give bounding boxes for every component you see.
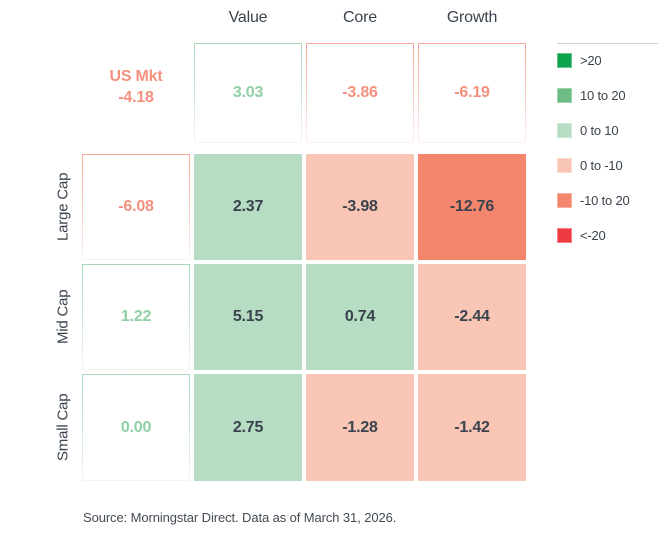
benchmark-cell-small-cap: 0.00 bbox=[82, 374, 190, 481]
column-header-value: Value bbox=[228, 9, 268, 26]
legend-divider bbox=[557, 43, 658, 44]
legend-swatch-mid-salmon bbox=[557, 193, 572, 208]
legend-label: 0 to 10 bbox=[580, 123, 619, 138]
legend-label: 10 to 20 bbox=[580, 88, 626, 103]
cell-mid-core: 0.74 bbox=[306, 264, 414, 370]
us-market-benchmark: US Mkt -4.18 bbox=[82, 66, 190, 108]
legend-swatch-light-salmon bbox=[557, 158, 572, 173]
legend-label: <-20 bbox=[580, 228, 606, 243]
legend-item: 0 to -10 bbox=[557, 158, 658, 173]
legend-label: >20 bbox=[580, 53, 602, 68]
row-label-mid-cap: Mid Cap bbox=[54, 289, 72, 345]
cell-large-value: 2.37 bbox=[194, 154, 302, 260]
row-label-small-cap: Small Cap bbox=[54, 393, 72, 462]
source-note: Source: Morningstar Direct. Data as of M… bbox=[83, 510, 397, 525]
benchmark-cell-growth: -6.19 bbox=[418, 43, 526, 143]
column-header-core: Core bbox=[343, 9, 377, 26]
legend-label: 0 to -10 bbox=[580, 158, 623, 173]
benchmark-cell-core: -3.86 bbox=[306, 43, 414, 143]
legend-swatch-dark-green bbox=[557, 53, 572, 68]
row-label-large-cap: Large Cap bbox=[54, 172, 72, 242]
cell-small-growth: -1.42 bbox=[418, 374, 526, 481]
cell-mid-value: 5.15 bbox=[194, 264, 302, 370]
legend-item: <-20 bbox=[557, 228, 658, 243]
benchmark-cell-value: 3.03 bbox=[194, 43, 302, 143]
cell-small-value: 2.75 bbox=[194, 374, 302, 481]
us-mkt-label: US Mkt bbox=[109, 68, 163, 85]
legend-swatch-light-green bbox=[557, 123, 572, 138]
cell-large-core: -3.98 bbox=[306, 154, 414, 260]
cell-small-core: -1.28 bbox=[306, 374, 414, 481]
cell-large-growth: -12.76 bbox=[418, 154, 526, 260]
benchmark-cell-large-cap: -6.08 bbox=[82, 154, 190, 260]
cell-mid-growth: -2.44 bbox=[418, 264, 526, 370]
legend-item: 0 to 10 bbox=[557, 123, 658, 138]
us-mkt-value: -4.18 bbox=[118, 89, 154, 106]
legend-swatch-mid-green bbox=[557, 88, 572, 103]
legend-label: -10 to 20 bbox=[580, 193, 630, 208]
legend-item: 10 to 20 bbox=[557, 88, 658, 103]
legend-item: -10 to 20 bbox=[557, 193, 658, 208]
benchmark-cell-mid-cap: 1.22 bbox=[82, 264, 190, 370]
legend: >20 10 to 20 0 to 10 0 to -10 -10 to 20 … bbox=[557, 43, 658, 263]
legend-swatch-red bbox=[557, 228, 572, 243]
legend-item: >20 bbox=[557, 53, 658, 68]
column-header-growth: Growth bbox=[446, 9, 498, 26]
